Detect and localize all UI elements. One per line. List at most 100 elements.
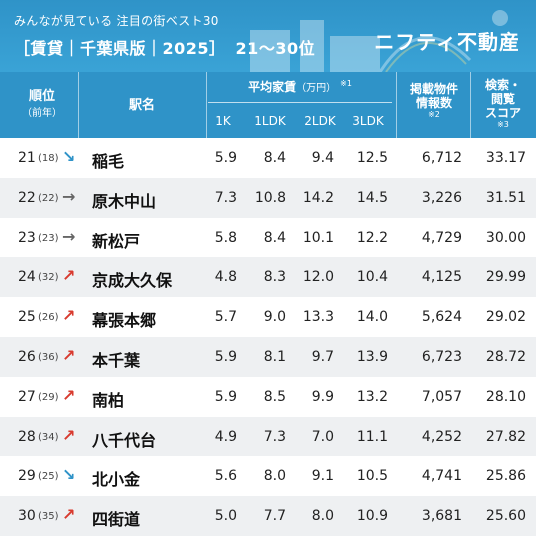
column-listings-note: ※2 [428,110,440,119]
page-title: ［賃貸｜千葉県版｜2025］ 21〜30位 [14,35,315,59]
rent-1k: 5.9 [214,150,237,166]
divider [78,72,79,138]
search-score: 31.51 [485,189,526,206]
station-name: 北小金 [92,470,141,490]
rent-1ldk: 9.0 [263,309,286,326]
trend-flat-icon: → [62,186,76,206]
rent-1k: 5.8 [214,229,237,246]
previous-rank: (26) [38,312,59,324]
trend-up-icon: ↗ [62,266,76,286]
previous-rank: (36) [38,352,59,363]
trend-up-icon: ↗ [62,425,76,445]
column-rank: 順位 （前年） [6,88,78,122]
column-rank-sub: （前年） [22,108,62,119]
rent-3ldk: 10.5 [356,468,388,485]
listings-count: 7,057 [421,388,462,405]
listings-count: 3,681 [421,508,462,525]
rent-1ldk: 8.3 [263,269,286,286]
rent-1ldk: 7.3 [263,428,286,445]
listings-count: 4,125 [421,269,462,286]
divider [470,72,471,138]
rent-1ldk: 7.7 [263,508,286,525]
rent-1k: 5.9 [214,388,237,405]
rent-1ldk: 8.4 [263,229,286,246]
rent-3ldk: 10.4 [356,269,388,286]
rent-1ldk: 8.1 [263,349,286,365]
rent-3ldk: 13.2 [356,388,388,405]
trend-up-icon: ↗ [62,306,76,326]
column-listings: 掲載物件 情報数 ※2 [398,82,470,120]
listings-count: 4,729 [421,229,462,246]
rent-1k: 5.7 [214,309,237,326]
rent-3ldk: 12.2 [356,229,388,246]
trend-down-icon: ↘ [62,465,76,485]
column-listings-line2: 情報数 [415,96,452,110]
station-name: 新松戸 [92,231,141,251]
rank-number: 29 [18,468,36,485]
previous-rank: (22) [38,192,59,204]
rent-1k: 4.9 [214,428,237,445]
trend-up-icon: ↗ [62,505,76,525]
brand-logo: ニフティ不動産 [374,30,520,54]
rent-1k: 5.6 [214,468,237,485]
rent-1k: 7.3 [214,189,237,206]
rent-3ldk: 13.9 [356,349,388,365]
column-search-note: ※3 [497,120,509,129]
rent-2ldk: 9.4 [311,150,334,166]
station-name: 京成大久保 [92,271,173,291]
column-search-line1: 検索・ [484,78,521,92]
column-search-line3: スコア [484,106,521,120]
table-row: 29 (25) ↘ 北小金 5.6 8.0 9.1 10.5 4,741 25.86 [0,456,536,496]
header-banner: みんなが見ている 注目の街ベスト30 ［賃貸｜千葉県版｜2025］ 21〜30位 … [0,0,536,72]
table-row: 27 (29) ↗ 南柏 5.9 8.5 9.9 13.2 7,057 28.10 [0,377,536,417]
cityscape-illustration [250,10,508,72]
rank-number: 26 [18,349,36,365]
listings-count: 6,712 [421,150,462,166]
table-row: 28 (34) ↗ 八千代台 4.9 7.3 7.0 11.1 4,252 27.82 [0,416,536,457]
table-row: 26 (36) ↗ 本千葉 5.9 8.1 9.7 13.9 6,723 28.72 [0,337,536,377]
rent-1k: 5.0 [214,508,237,525]
table-row: 25 (26) ↗ 幕張本郷 5.7 9.0 13.3 14.0 5,624 29.02 [0,297,536,337]
search-score: 25.86 [485,468,526,485]
rent-2ldk: 8.0 [311,508,334,525]
listings-count: 6,723 [421,349,462,365]
search-score: 33.17 [485,150,526,166]
rent-2ldk: 13.3 [302,309,334,326]
rank-number: 22 [18,189,36,206]
station-name: 八千代台 [92,430,157,450]
rent-1ldk: 8.4 [263,150,286,166]
column-rank-label: 順位 [28,89,55,104]
rent-2ldk: 7.0 [311,428,334,445]
divider [206,72,207,138]
rent-3ldk: 11.1 [356,428,388,445]
station-name: 稲毛 [92,152,125,171]
rent-1ldk: 8.5 [263,388,286,405]
column-listings-line1: 掲載物件 [409,82,458,96]
rent-1k: 4.8 [214,269,237,286]
search-score: 30.00 [485,229,526,246]
rent-2ldk: 9.9 [311,388,334,405]
search-score: 29.99 [485,269,526,286]
rent-2ldk: 14.2 [302,189,334,206]
column-1k: 1K [215,114,231,128]
table-row: 30 (35) ↗ 四街道 5.0 7.7 8.0 10.9 3,681 25.60 [0,496,536,536]
divider [396,72,397,138]
previous-rank: (18) [38,153,59,164]
rent-3ldk: 10.9 [356,508,388,525]
rent-1ldk: 10.8 [254,189,286,206]
column-3ldk: 3LDK [352,114,384,128]
search-score: 29.02 [485,309,526,326]
rank-range: 21〜30位 [235,39,316,58]
rank-number: 25 [18,309,36,326]
listings-count: 4,252 [421,428,462,445]
rent-1k: 5.9 [214,349,237,365]
trend-flat-icon: → [62,226,76,246]
rank-number: 24 [18,269,36,286]
previous-rank: (34) [38,431,59,443]
search-score: 25.60 [485,508,526,525]
subtitle: みんなが見ている 注目の街ベスト30 [14,14,219,28]
column-search-line2: 閲覧 [490,92,515,106]
listings-count: 4,741 [421,468,462,485]
column-2ldk: 2LDK [304,114,336,128]
column-station: 駅名 [128,98,155,113]
